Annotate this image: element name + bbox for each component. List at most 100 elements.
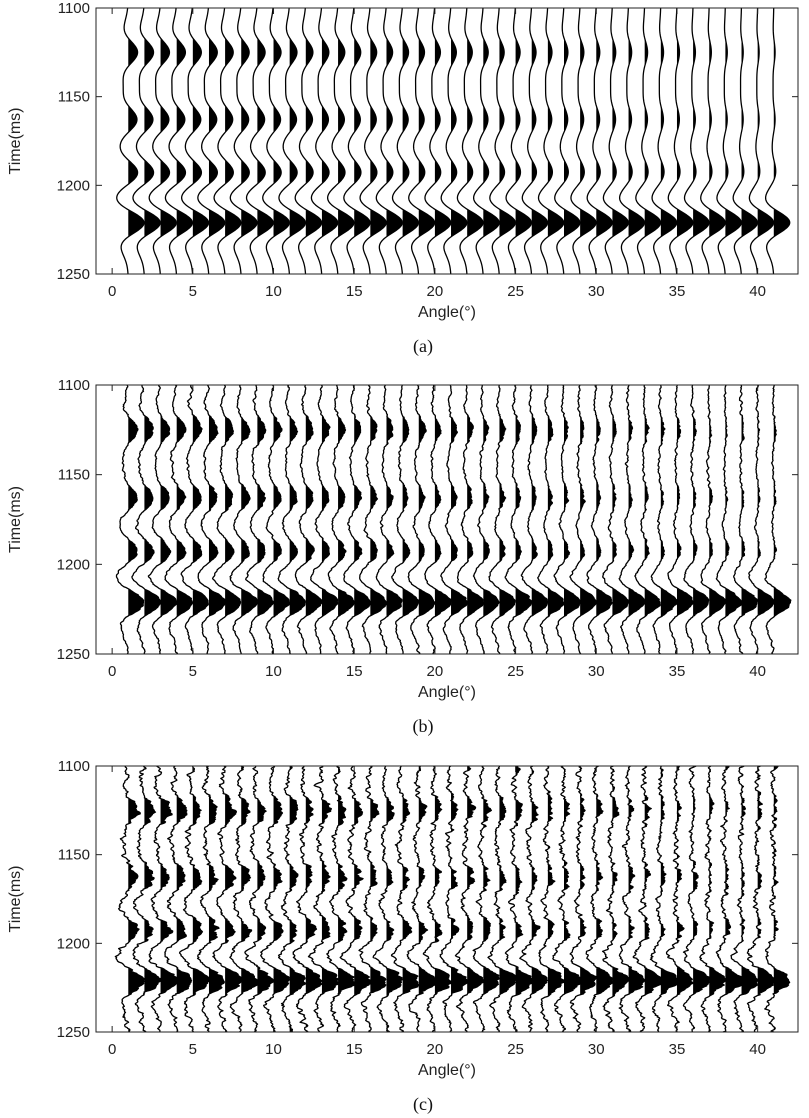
trace-fill — [192, 766, 211, 1032]
trace-wiggle — [520, 384, 549, 655]
trace-fill — [773, 385, 791, 650]
trace-fill — [257, 415, 274, 654]
trace-wiggle — [180, 7, 210, 275]
trace-fill — [354, 38, 371, 238]
trace-wiggle — [407, 384, 436, 655]
trace-wiggle — [454, 765, 485, 1033]
trace-fill — [402, 794, 419, 1032]
trace-fill — [225, 38, 241, 238]
trace-fill — [402, 38, 419, 238]
trace-wiggle — [764, 384, 792, 655]
trace-wiggle — [277, 384, 307, 655]
trace-fill — [467, 38, 484, 238]
trace-fill — [499, 38, 516, 238]
trace-fill — [628, 385, 646, 654]
x-tick-label: 5 — [189, 1041, 197, 1058]
trace-wiggle — [569, 765, 599, 1033]
trace-wiggle — [178, 765, 211, 1033]
trace-wiggle — [148, 7, 177, 275]
panel-label: (b) — [413, 716, 434, 737]
y-tick-label: 1200 — [57, 177, 90, 194]
trace-fill — [515, 766, 534, 1032]
trace-wiggle — [439, 765, 469, 1033]
trace-wiggle — [114, 765, 146, 1033]
y-tick-label: 1200 — [57, 556, 90, 573]
trace-wiggle — [748, 384, 776, 655]
trace-wiggle — [505, 7, 533, 275]
trace-fill — [515, 38, 532, 238]
trace-fill — [370, 766, 386, 1032]
trace-fill — [289, 38, 306, 238]
trace-wiggle — [292, 765, 323, 1033]
y-axis-title: Time(ms) — [7, 866, 24, 933]
x-tick-label: 20 — [427, 283, 444, 300]
trace-fill — [757, 38, 774, 238]
trace-fill — [386, 38, 403, 238]
trace-fill — [305, 797, 322, 1032]
trace-wiggle — [472, 7, 500, 275]
trace-wiggle — [699, 765, 727, 1033]
trace-fill — [418, 414, 435, 654]
trace-wiggle — [391, 7, 420, 275]
trace-fill — [596, 38, 613, 238]
trace-wiggle — [764, 765, 791, 1033]
trace-wiggle — [440, 7, 468, 275]
trace-wiggle — [537, 7, 565, 275]
trace-wiggle — [618, 765, 646, 1033]
trace-wiggle — [649, 765, 680, 1033]
trace-fill — [354, 388, 371, 617]
plot-frame — [95, 765, 799, 1033]
trace-wiggle — [553, 384, 582, 655]
trace-fill — [451, 389, 468, 651]
trace-wiggle — [456, 384, 485, 655]
trace-fill — [289, 766, 306, 1032]
trace-wiggle — [456, 7, 484, 275]
x-axis-title: Angle(°) — [418, 684, 476, 701]
trace-fill — [128, 417, 144, 617]
trace-group — [114, 765, 791, 1033]
trace-wiggle — [537, 384, 565, 655]
trace-wiggle — [683, 384, 710, 655]
trace-wiggle — [375, 7, 403, 275]
x-tick-label: 20 — [427, 1041, 444, 1058]
trace-wiggle — [665, 765, 694, 1033]
trace-fill — [338, 416, 355, 654]
trace-wiggle — [132, 7, 161, 275]
x-tick-label: 30 — [588, 1041, 605, 1058]
trace-wiggle — [408, 7, 436, 275]
trace-fill — [418, 766, 436, 1032]
trace-wiggle — [115, 384, 145, 655]
trace-wiggle — [601, 765, 631, 1033]
trace-wiggle — [196, 765, 225, 1033]
trace-group — [116, 7, 791, 275]
y-tick-label: 1250 — [57, 266, 90, 283]
trace-wiggle — [278, 7, 307, 275]
trace-wiggle — [358, 765, 387, 1033]
trace-wiggle — [635, 7, 662, 275]
y-tick-label: 1150 — [58, 89, 90, 106]
trace-fill — [757, 385, 776, 650]
trace-fill — [564, 413, 582, 654]
trace-fill — [370, 38, 387, 238]
x-tick-label: 40 — [749, 663, 766, 680]
trace-fill — [273, 766, 290, 1032]
trace-fill — [676, 385, 694, 650]
trace-fill — [273, 415, 291, 618]
trace-wiggle — [147, 384, 178, 655]
trace-wiggle — [716, 7, 742, 275]
x-tick-label: 0 — [108, 1041, 116, 1058]
trace-fill — [693, 766, 712, 1030]
trace-fill — [451, 38, 467, 238]
trace-wiggle — [519, 765, 549, 1033]
trace-fill — [725, 766, 744, 1032]
trace-group — [115, 384, 792, 655]
trace-wiggle — [180, 384, 209, 655]
trace-wiggle — [262, 384, 292, 655]
x-tick-label: 30 — [588, 663, 605, 680]
trace-wiggle — [307, 765, 340, 1033]
trace-fill — [547, 385, 565, 651]
trace-wiggle — [602, 7, 629, 275]
trace-fill — [208, 388, 226, 617]
trace-wiggle — [424, 7, 452, 275]
